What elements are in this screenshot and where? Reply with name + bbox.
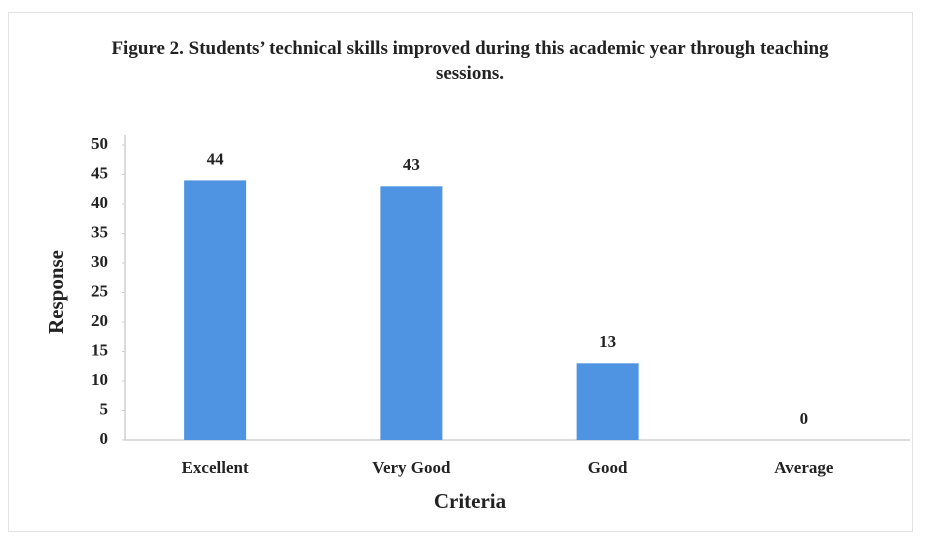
chart-title: Figure 2. Students’ technical skills imp… — [111, 38, 829, 84]
x-tick-label: Very Good — [372, 458, 451, 477]
bar — [184, 180, 247, 440]
bar — [380, 186, 443, 440]
y-tick-label: 20 — [91, 311, 108, 330]
y-tick-label: 0 — [100, 429, 109, 448]
y-tick-label: 45 — [91, 163, 108, 182]
data-label: 44 — [207, 149, 225, 168]
y-tick-label: 50 — [91, 134, 108, 153]
y-tick-label: 10 — [91, 370, 108, 389]
x-tick-label: Good — [588, 458, 628, 477]
y-axis-title: Response — [44, 250, 68, 334]
y-tick-label: 30 — [91, 252, 108, 271]
data-label: 13 — [599, 332, 616, 351]
y-tick-label: 40 — [91, 193, 108, 212]
y-tick-label: 35 — [91, 222, 108, 241]
x-tick-label: Average — [774, 458, 834, 477]
y-tick-label: 25 — [91, 281, 108, 300]
y-tick-label: 5 — [100, 399, 109, 418]
x-axis-title: Criteria — [434, 489, 507, 513]
y-tick-label: 15 — [91, 340, 108, 359]
bar — [576, 363, 639, 440]
data-label: 43 — [403, 155, 420, 174]
data-label: 0 — [800, 409, 809, 428]
chart-frame — [8, 12, 913, 532]
x-tick-label: Excellent — [182, 458, 249, 477]
